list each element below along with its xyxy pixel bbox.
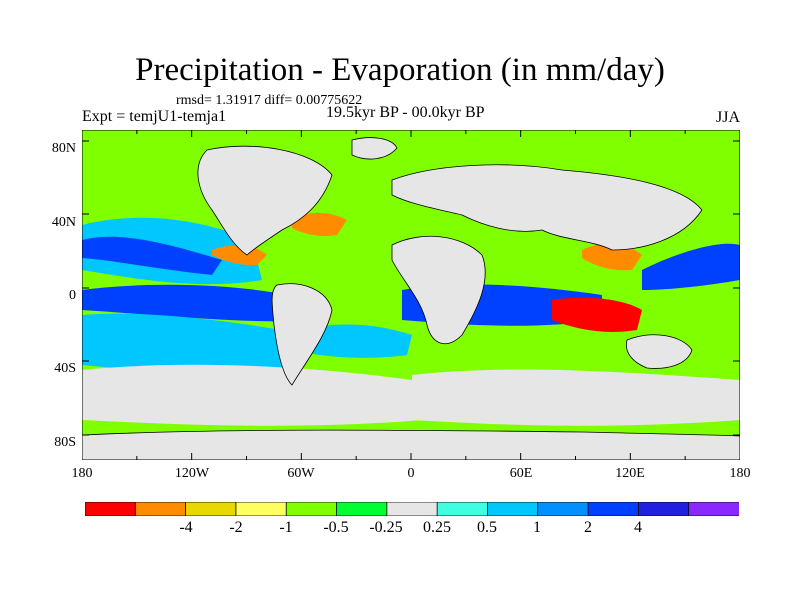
maritime-continent-anomaly: [552, 297, 642, 332]
lat-label-0: 0: [69, 288, 76, 303]
colorbar-segment: [537, 502, 589, 516]
colorbar-segment: [336, 502, 388, 516]
africa: [391, 235, 486, 345]
antarctica: [82, 429, 740, 460]
eurasia: [391, 164, 703, 251]
south-pacific-region: [82, 313, 282, 375]
colorbar-label: 1: [533, 519, 541, 536]
lon-label-180w: 180: [71, 466, 93, 481]
indian-southern-grey: [412, 369, 740, 426]
lat-label-40n: 40N: [51, 215, 76, 230]
colorbar: [85, 502, 739, 516]
colorbar-label: 4: [634, 519, 642, 536]
colorbar-segment: [688, 502, 739, 516]
lon-label-120w: 120W: [174, 466, 210, 481]
season-label: JJA: [716, 109, 741, 126]
colorbar-segment: [637, 502, 690, 516]
australia: [625, 334, 693, 369]
colorbar-label: -1: [279, 519, 293, 536]
north-america: [197, 145, 333, 256]
east-asia-anomaly: [582, 243, 642, 271]
south-america: [271, 283, 333, 386]
lat-label-80n: 80N: [51, 141, 76, 156]
precipitation-map: [82, 130, 740, 460]
colorbar-segment: [285, 502, 338, 516]
colorbar-label: -4: [179, 519, 193, 536]
colorbar-segment: [134, 502, 187, 516]
colorbar-segment: [587, 502, 640, 516]
colorbar-segment: [487, 502, 539, 516]
colorbar-label: 2: [584, 519, 592, 536]
colorbar-label: -0.5: [323, 519, 349, 536]
experiment-label: Expt = temjU1-temja1: [82, 108, 227, 125]
chart-title: Precipitation - Evaporation (in mm/day): [135, 52, 665, 88]
colorbar-segment: [185, 502, 237, 516]
colorbar-label: -2: [229, 519, 243, 536]
colorbar-segment: [436, 502, 489, 516]
greenland: [351, 137, 398, 160]
pacific-itcz-band: [82, 284, 317, 322]
lon-label-60e: 60E: [509, 466, 533, 481]
west-pacific-blue: [642, 243, 740, 290]
lon-label-0: 0: [407, 466, 415, 481]
colorbar-segment: [386, 502, 439, 516]
period-label: 19.5kyr BP - 00.0kyr BP: [326, 104, 485, 121]
colorbar-segment: [85, 502, 137, 516]
lon-label-60w: 60W: [287, 466, 315, 481]
lon-label-120e: 120E: [615, 466, 645, 481]
lat-label-40s: 40S: [54, 361, 76, 376]
lat-label-80s: 80S: [54, 435, 76, 450]
colorbar-label: 0.5: [477, 519, 497, 536]
colorbar-label: -0.25: [369, 519, 403, 536]
lon-label-180e: 180: [729, 466, 751, 481]
stats-text: rmsd= 1.31917 diff= 0.00775622: [176, 93, 363, 108]
gulf-stream-anomaly: [292, 212, 347, 237]
colorbar-segment: [235, 502, 288, 516]
atlantic-south-band: [302, 324, 412, 358]
pacific-blue-band: [82, 236, 222, 275]
axis-ticks: [82, 130, 740, 460]
southern-ocean-grey: [82, 364, 422, 426]
colorbar-label: 0.25: [423, 519, 451, 536]
